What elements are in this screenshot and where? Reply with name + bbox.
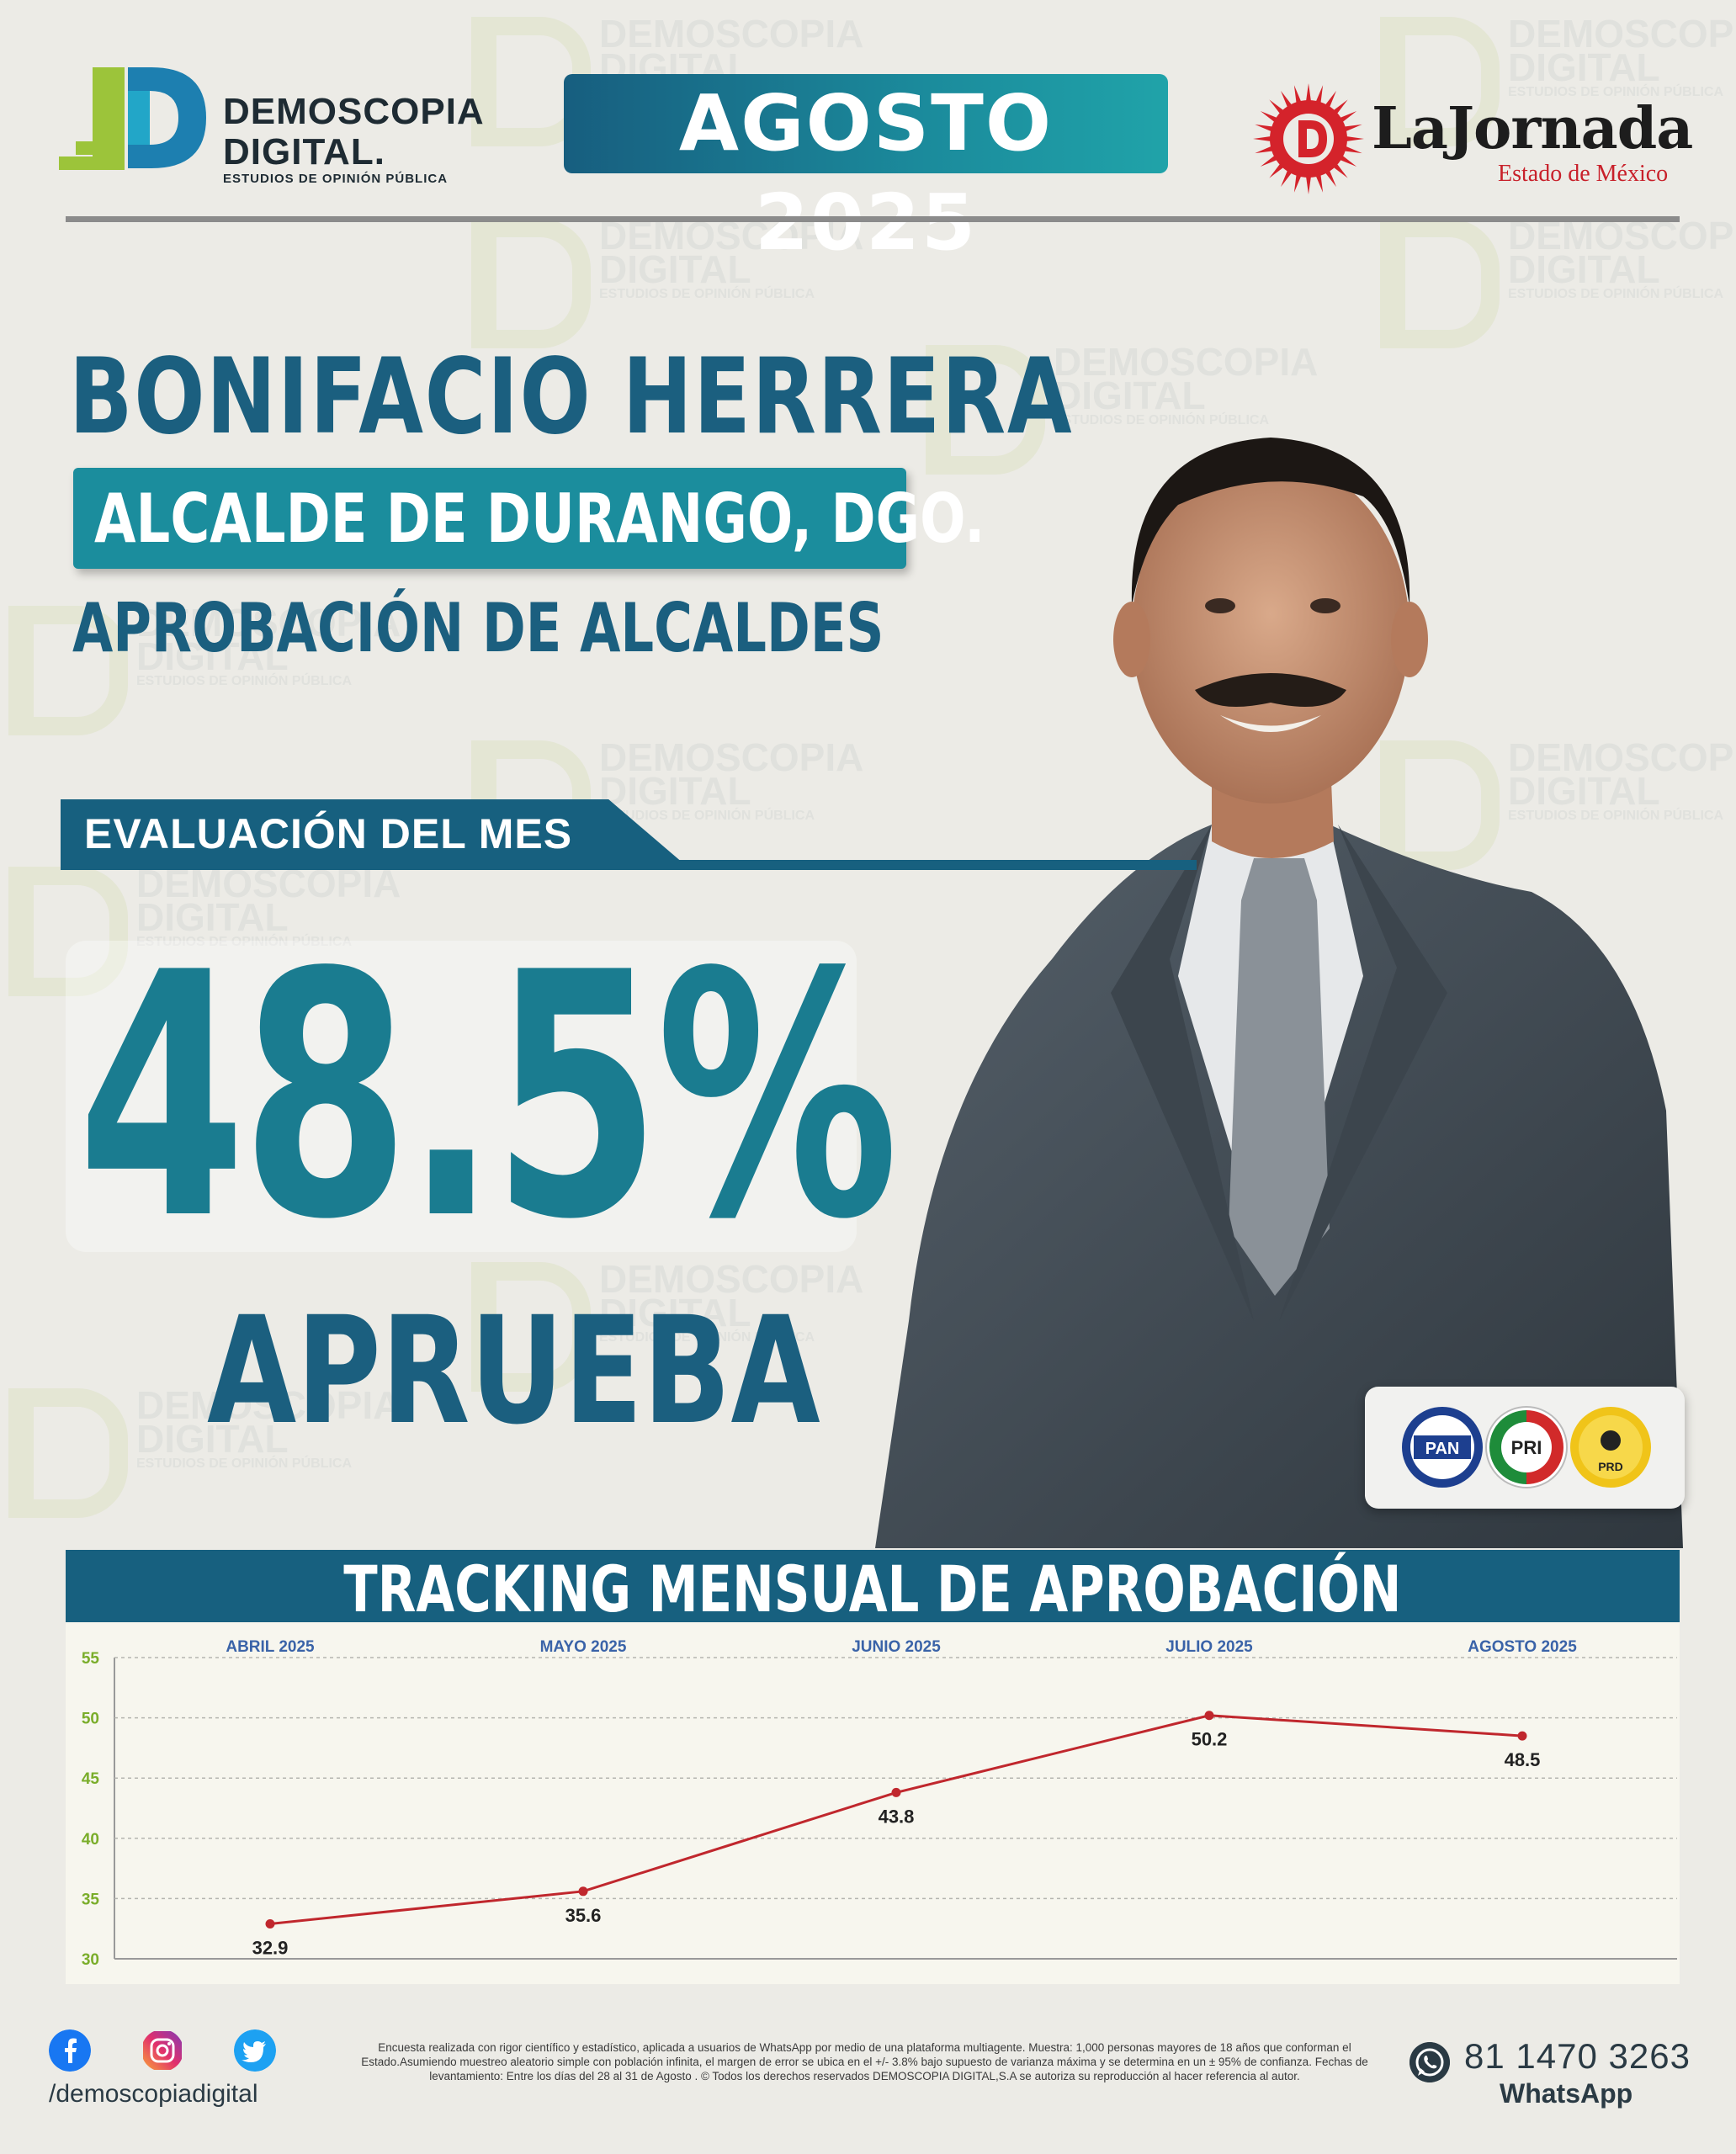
pri-logo-icon: PRI [1485, 1406, 1568, 1488]
evaluation-tab [61, 799, 683, 863]
pri-text: PRI [1511, 1437, 1542, 1458]
methodology-note: Encuesta realizada con rigor científico … [361, 2041, 1368, 2082]
y-tick-label: 35 [82, 1891, 100, 1908]
chart-title: TRACKING MENSUAL DE APROBACIÓN [66, 1552, 1680, 1626]
category-label: AGOSTO 2025 [1468, 1638, 1577, 1656]
social-handle[interactable]: /demoscopiadigital [49, 2080, 258, 2108]
logo-line-1: DEMOSCOPIA [223, 91, 485, 132]
chart-panel: 55 50 45 40 35 30 ABRIL 2025 MAYO 2025 JUNIO 202… [66, 1622, 1680, 1984]
facebook-icon[interactable] [49, 2029, 91, 2072]
y-tick-label: 50 [82, 1711, 99, 1728]
category-label: JUNIO 2025 [852, 1638, 941, 1656]
survey-title: APROBACIÓN DE ALCALDES [72, 589, 884, 667]
jornada-wordmark: LaJornada [1372, 95, 1693, 162]
y-tick-label: 55 [82, 1650, 100, 1668]
header-divider [66, 216, 1680, 222]
period-banner: AGOSTO 2025 [564, 74, 1168, 268]
demoscopia-logo: DEMOSCOPIA DIGITAL. ESTUDIOS DE OPINIÓN … [59, 67, 484, 186]
pan-logo-icon: PAN [1402, 1407, 1483, 1488]
y-tick-label: 45 [82, 1770, 100, 1788]
evaluation-label: EVALUACIÓN DEL MES [84, 810, 573, 857]
data-label: 35.6 [565, 1905, 602, 1926]
demoscopia-mark-icon [59, 67, 206, 170]
data-label: 48.5 [1505, 1749, 1541, 1770]
prd-logo-icon: PRD [1570, 1407, 1651, 1488]
instagram-icon[interactable] [141, 2029, 183, 2072]
category-label: JULIO 2025 [1165, 1638, 1253, 1656]
role-text: ALCALDE DE DURANGO, DGO. [94, 480, 985, 558]
data-point [265, 1918, 275, 1929]
logo-line-2: DIGITAL. [223, 131, 385, 172]
sun-icon [1253, 83, 1364, 194]
data-label: 43.8 [879, 1806, 915, 1827]
y-tick-label: 30 [82, 1951, 99, 1969]
twitter-icon[interactable] [234, 2029, 276, 2072]
category-label: MAYO 2025 [540, 1638, 627, 1656]
data-point [578, 1886, 588, 1897]
data-label: 50.2 [1192, 1729, 1228, 1750]
role-badge: ALCALDE DE DURANGO, DGO. [73, 468, 985, 569]
jornada-subtitle: Estado de México [1498, 161, 1669, 187]
whatsapp-icon [1410, 2042, 1450, 2082]
data-label: 32.9 [252, 1937, 289, 1958]
subject-name: BONIFACIO HERRERA [69, 337, 1074, 458]
approval-value: 48.5% [77, 902, 899, 1293]
evaluation-rule [61, 860, 1197, 870]
data-point [891, 1787, 901, 1797]
category-label: ABRIL 2025 [226, 1638, 315, 1656]
lajornada-logo: LaJornada Estado de México [1245, 80, 1693, 198]
chart-title-text: TRACKING MENSUAL DE APROBACIÓN [343, 1552, 1402, 1626]
data-point [1517, 1731, 1527, 1741]
y-tick-label: 40 [82, 1831, 99, 1849]
party-logos: PAN PRI PRD [1365, 1387, 1685, 1509]
score-card [66, 941, 857, 1252]
whatsapp-label: WhatsApp [1500, 2078, 1633, 2109]
logo-tagline: ESTUDIOS DE OPINIÓN PÚBLICA [223, 172, 449, 186]
approval-caption: APRUEBA [207, 1285, 820, 1457]
data-point [1204, 1711, 1214, 1721]
chart-header [66, 1550, 1680, 1622]
approval-line-chart: 55 50 45 40 35 30 ABRIL 2025 MAYO 2025 JUNIO 202… [82, 1638, 1677, 1969]
whatsapp-number[interactable]: 81 1470 3263 [1464, 2036, 1691, 2076]
portrait-image [875, 438, 1683, 1548]
pan-text: PAN [1425, 1440, 1460, 1458]
prd-text: PRD [1598, 1460, 1623, 1473]
